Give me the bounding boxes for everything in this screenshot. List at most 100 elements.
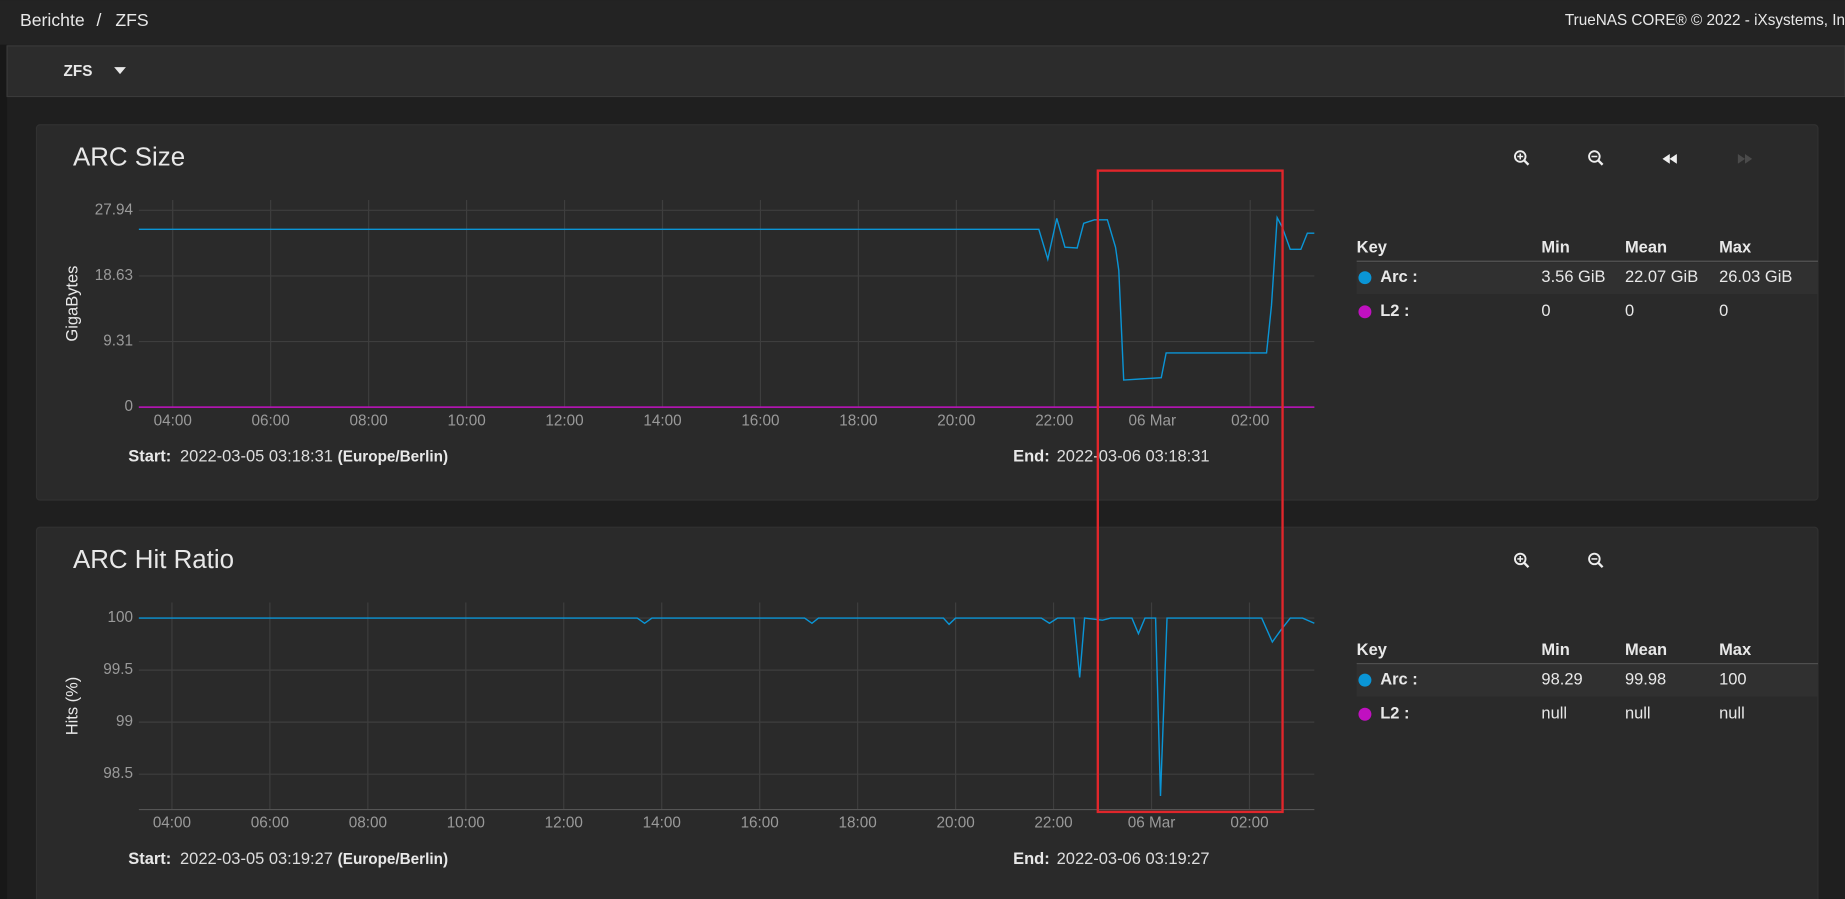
stats-cell: null	[1719, 705, 1745, 723]
y-tick-label: 100	[107, 609, 133, 626]
zoom-in-button[interactable]	[1514, 150, 1530, 166]
stats-header: Min	[1541, 239, 1569, 257]
breadcrumb-separator: /	[96, 10, 101, 30]
stats-cell: null	[1625, 705, 1651, 723]
start-time: 2022-03-05 03:19:27	[180, 850, 333, 868]
x-tick-label: 14:00	[643, 815, 681, 832]
y-tick-label: 9.31	[103, 333, 133, 350]
legend-dot	[1358, 305, 1372, 319]
stats-header: Min	[1541, 641, 1569, 659]
x-tick-label: 04:00	[154, 412, 192, 429]
legend-entry: L2 :	[1380, 705, 1409, 723]
x-tick-label: 16:00	[741, 412, 779, 429]
y-axis-label: Hits (%)	[63, 677, 81, 736]
stats-header: Mean	[1625, 239, 1667, 257]
x-tick-label: 02:00	[1231, 412, 1269, 429]
x-tick-label: 16:00	[741, 815, 779, 832]
icon	[1514, 552, 1527, 566]
top-bar	[0, 0, 1845, 45]
card	[35, 526, 1819, 899]
y-tick-label: 99	[116, 713, 133, 730]
breadcrumb[interactable]: ZFS	[115, 10, 148, 30]
stats-cell: 99.98	[1625, 670, 1666, 688]
stats-cell: 3.56 GiB	[1541, 268, 1605, 286]
end-label: End:	[1013, 448, 1050, 466]
x-tick-label: 14:00	[643, 412, 681, 429]
x-tick-label: 20:00	[936, 815, 974, 832]
x-tick-label: 06 Mar	[1128, 412, 1176, 429]
stats-header: Max	[1719, 641, 1752, 659]
zoom-out-button[interactable]	[1588, 552, 1604, 568]
x-tick-label: 22:00	[1035, 412, 1073, 429]
y-tick-label: 18.63	[95, 267, 133, 284]
stats-cell: 98.29	[1541, 670, 1582, 688]
legend-entry: Arc :	[1380, 268, 1418, 286]
stats-row-bg	[1356, 262, 1818, 295]
stats-cell: 0	[1719, 302, 1728, 320]
dropdown-arrow[interactable]	[114, 67, 126, 75]
y-tick-label: 98.5	[103, 765, 133, 782]
x-tick-label: 12:00	[545, 412, 583, 429]
y-tick-label: 99.5	[103, 661, 133, 678]
timezone: (Europe/Berlin)	[338, 851, 448, 868]
stats-cell: 0	[1625, 302, 1634, 320]
time-range: Start: 2022-03-05 03:18:31 (Europe/Berlin)	[128, 448, 448, 466]
legend-entry: Arc :	[1380, 670, 1418, 688]
icon	[1514, 150, 1527, 163]
stats-cell: 0	[1541, 302, 1550, 320]
start-time: 2022-03-05 03:18:31	[180, 448, 333, 466]
report-dropdown[interactable]: ZFS	[64, 63, 93, 80]
start-label: Start:	[128, 850, 171, 868]
charts: ARC Size 0 9.31 18.63 27.94 04:00 06:00 08:00 10…	[63, 144, 1818, 868]
timezone: (Europe/Berlin)	[338, 449, 448, 466]
x-tick-label: 02:00	[1230, 815, 1268, 832]
x-tick-label: 08:00	[349, 815, 387, 832]
start-label: Start:	[128, 448, 171, 466]
x-tick-label: 12:00	[545, 815, 583, 832]
x-tick-label: 10:00	[447, 412, 485, 429]
y-tick-label: 27.94	[95, 201, 134, 218]
x-tick-label: 20:00	[937, 412, 975, 429]
end-label: End:	[1013, 850, 1050, 868]
chart-title: ARC Hit Ratio	[73, 546, 234, 574]
data-line	[138, 617, 1315, 797]
legend-dot	[1358, 673, 1372, 687]
rewind-button[interactable]	[1662, 154, 1677, 164]
stats-cell: 22.07 GiB	[1625, 268, 1698, 286]
icon	[1597, 159, 1604, 166]
end-time: 2022-03-06 03:18:31	[1057, 448, 1210, 466]
zoom-in-button[interactable]	[1514, 552, 1530, 568]
forward-button[interactable]	[1737, 154, 1753, 164]
data-line	[138, 215, 1315, 381]
icon	[1522, 561, 1530, 568]
breadcrumb[interactable]: Berichte	[20, 10, 85, 30]
chart-title: ARC Size	[73, 144, 185, 172]
card	[35, 124, 1819, 501]
y-tick-label: 0	[124, 398, 132, 415]
zoom-out-button[interactable]	[1588, 150, 1604, 166]
x-tick-label: 06 Mar	[1128, 815, 1176, 832]
x-tick-label: 04:00	[153, 815, 191, 832]
icon	[1522, 159, 1530, 166]
legend-entry: L2 :	[1380, 302, 1409, 320]
stats-header: Key	[1357, 239, 1388, 257]
stats-row-bg	[1356, 664, 1818, 697]
stats-cell: null	[1541, 705, 1567, 723]
stats-header: Max	[1719, 239, 1752, 257]
legend-dot	[1358, 707, 1372, 721]
stats-cell: 26.03 GiB	[1719, 268, 1792, 286]
x-tick-label: 18:00	[839, 412, 877, 429]
stats-header: Mean	[1625, 641, 1667, 659]
x-tick-label: 22:00	[1034, 815, 1072, 832]
sidebar-edge	[0, 44, 8, 899]
legend-dot	[1358, 271, 1372, 285]
icon	[1588, 552, 1601, 566]
y-axis-label: GigaBytes	[63, 266, 81, 342]
copyright: TrueNAS CORE® © 2022 - iXsystems, In	[1565, 12, 1845, 29]
x-tick-label: 06:00	[251, 815, 289, 832]
toolbar	[6, 45, 1845, 98]
x-tick-label: 08:00	[349, 412, 387, 429]
icon	[1597, 561, 1604, 568]
